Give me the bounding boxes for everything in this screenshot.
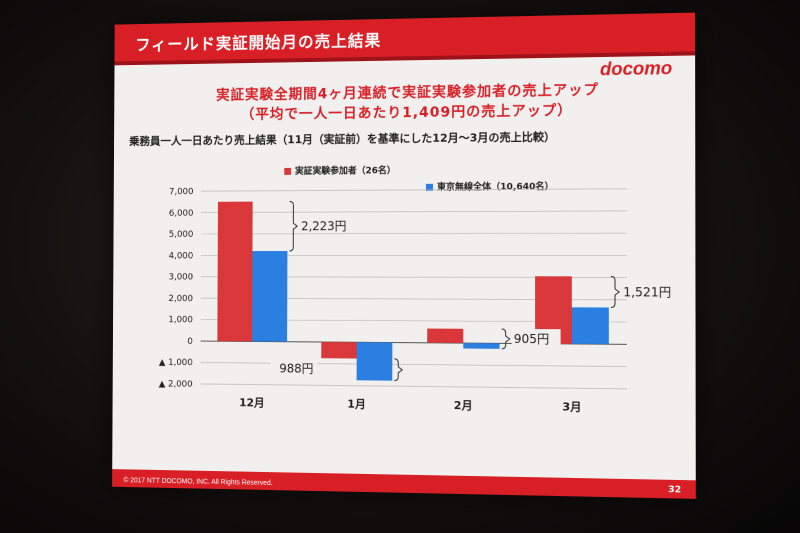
x-category-label: 2月: [454, 399, 473, 413]
y-tick-label: 3,000: [169, 273, 194, 283]
gridline: [200, 384, 627, 389]
gridline: [200, 362, 626, 366]
gridline: [201, 189, 627, 191]
bar-all: [463, 343, 499, 349]
y-tick-label: 1,000: [168, 315, 193, 325]
y-tick-label: ▲ 1,000: [159, 358, 193, 368]
y-tick-label: 2,000: [168, 294, 193, 304]
y-tick-label: 6,000: [169, 209, 194, 219]
x-category-label: 3月: [562, 400, 581, 414]
y-tick-label: 7,000: [169, 187, 194, 197]
bar-all: [252, 251, 287, 342]
x-category-label: 1月: [347, 397, 365, 410]
presentation-slide: フィールド実証開始月の売上結果 NTT docomo 実証実験全期間4ヶ月連続で…: [112, 13, 696, 499]
difference-bracket: [394, 359, 402, 381]
difference-label: 1,521円: [623, 285, 671, 300]
bar-all: [357, 342, 393, 380]
bar-participants: [427, 329, 463, 343]
y-tick-label: 5,000: [169, 230, 194, 240]
bar-chart: 7,000 6,000 5,000 4,000 3,000 2,000 1,000 0 ▲ 1,…: [112, 13, 696, 499]
difference-bracket: [502, 329, 510, 349]
gridline: [201, 211, 627, 213]
page-number: 32: [668, 485, 681, 496]
gridline: [201, 233, 627, 234]
x-category-label: 12月: [239, 396, 265, 409]
bar-all: [572, 307, 609, 344]
difference-bracket: [611, 276, 619, 307]
difference-label: 988円: [279, 361, 313, 376]
y-tick-label: ▲ 2,000: [159, 379, 193, 389]
y-tick-label: 4,000: [169, 251, 194, 261]
bar-participants: [321, 342, 356, 359]
difference-label: 2,223円: [301, 219, 346, 233]
difference-bracket: [289, 201, 297, 251]
difference-label: 905円: [514, 332, 549, 347]
bar-participants: [217, 202, 252, 342]
y-tick-label: 0: [187, 337, 193, 347]
